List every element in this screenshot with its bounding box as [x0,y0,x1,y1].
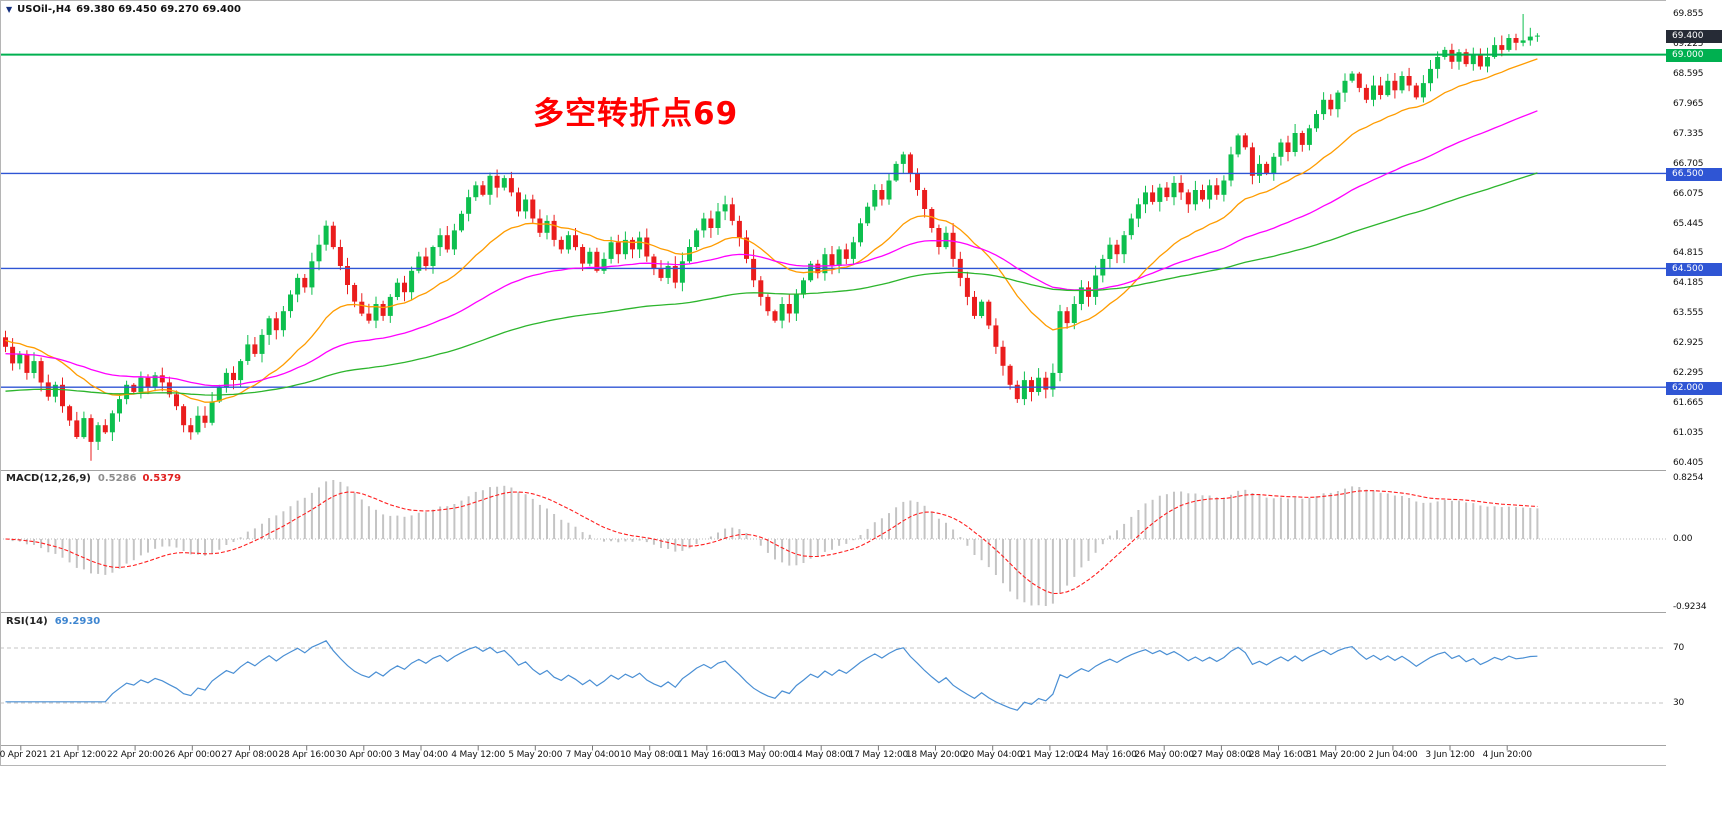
price-tick-label: 61.035 [1673,428,1704,439]
price-tag-64.500: 64.500 [1666,262,1722,276]
macd-value-main: 0.5286 [97,473,137,484]
time-axis-label: 10 May 08:00 [619,750,680,760]
ohlc-quote: 69.380 69.450 69.270 69.400 [76,4,241,15]
rsi-indicator-label: RSI(14) 69.2930 [6,616,100,627]
chart-title: ▼ USOil-,H4 69.380 69.450 69.270 69.400 [6,4,241,15]
time-axis-label: 22 Apr 20:00 [106,750,164,760]
symbol-timeframe-label: USOil-,H4 [17,4,72,15]
time-axis-label: 21 Apr 12:00 [49,750,107,760]
time-axis-label: 13 May 00:00 [734,750,794,760]
macd-tick-label: -0.9234 [1673,602,1707,612]
symbol-collapse-icon[interactable]: ▼ [6,4,13,14]
time-axis-label: 14 May 08:00 [791,750,852,760]
price-tag-62.000: 62.000 [1666,381,1722,395]
time-axis-label: 3 May 04:00 [394,750,448,760]
time-axis-label: 17 May 12:00 [848,750,909,760]
time-axis-label: 28 Apr 16:00 [278,750,335,760]
time-axis-label: 24 May 16:00 [1077,750,1137,760]
rsi-level-label: 30 [1673,698,1685,708]
time-axis-label: 20 Apr 2021 [0,750,48,760]
time-axis-label: 5 May 20:00 [508,750,563,760]
price-tick-label: 61.665 [1673,398,1704,409]
time-axis-label: 7 May 04:00 [565,750,620,760]
time-axis-label: 31 May 20:00 [1306,750,1366,760]
macd-name: MACD(12,26,9) [6,473,91,484]
price-tick-label: 66.075 [1673,188,1704,199]
time-axis-label: 3 Jun 12:00 [1425,750,1475,760]
macd-tick-label: 0.8254 [1673,473,1704,483]
macd-tick-label: 0.00 [1673,534,1693,544]
macd-indicator-label: MACD(12,26,9) 0.5286 0.5379 [6,473,181,484]
price-tick-label: 68.595 [1673,68,1704,79]
price-tick-label: 65.445 [1673,218,1704,229]
price-tag-69.400: 69.400 [1666,30,1722,44]
annotation-text: 多空转折点69 [533,96,739,132]
time-axis-label: 20 May 04:00 [963,750,1023,760]
rsi-value: 69.2930 [54,616,101,627]
time-axis-label: 21 May 12:00 [1020,750,1080,760]
time-axis-label: 18 May 20:00 [905,750,966,760]
time-axis-label: 4 Jun 20:00 [1482,750,1532,760]
time-axis-label: 27 Apr 08:00 [221,750,278,760]
time-axis-label: 2 Jun 04:00 [1368,750,1418,760]
price-tick-label: 67.965 [1673,98,1704,109]
price-tick-label: 69.225 [1673,38,1704,49]
price-tick-label: 60.405 [1673,457,1704,468]
price-tick-label: 66.705 [1673,158,1704,169]
price-tag-69.000: 69.000 [1666,49,1722,63]
time-axis-label: 26 Apr 00:00 [164,750,221,760]
price-tick-label: 67.335 [1673,128,1704,139]
price-tag-66.500: 66.500 [1666,167,1722,181]
price-tick-label: 64.185 [1673,278,1704,289]
time-axis-label: 28 May 16:00 [1248,750,1309,760]
price-tick-label: 63.555 [1673,308,1704,319]
rsi-name: RSI(14) [6,616,48,627]
price-tick-label: 69.855 [1673,9,1704,19]
rsi-level-label: 70 [1673,643,1685,653]
price-tick-label: 62.295 [1673,368,1704,379]
time-axis-label: 4 May 12:00 [451,750,506,760]
price-tick-label: 62.925 [1673,338,1704,349]
time-axis-label: 30 Apr 00:00 [335,750,392,760]
chart-canvas[interactable] [0,0,1722,770]
price-tick-label: 64.815 [1673,248,1704,259]
time-axis-label: 11 May 16:00 [677,750,737,760]
time-axis-label: 26 May 00:00 [1134,750,1195,760]
time-axis-label: 27 May 08:00 [1191,750,1252,760]
macd-value-signal: 0.5379 [142,473,182,484]
price-axis[interactable]: 69.855 69.225 68.595 67.965 67.335 66.705 66.0… [1666,0,1722,766]
